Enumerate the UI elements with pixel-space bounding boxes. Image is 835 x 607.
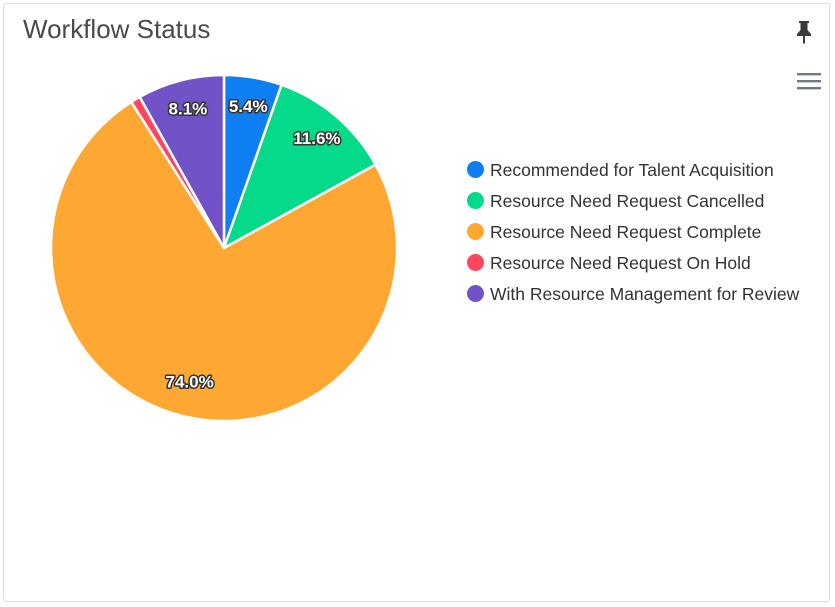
legend-label: Resource Need Request On Hold: [490, 253, 751, 273]
legend-item[interactable]: Resource Need Request Complete: [464, 218, 834, 249]
pie-slice-1[interactable]: [222, 83, 377, 250]
slice-data-label: 8.1%: [169, 100, 208, 119]
legend-label: Resource Need Request Cancelled: [490, 191, 765, 211]
workflow-status-widget: Workflow Status 5.4% 11.6% 74.0% 8.1% Recom…: [3, 3, 830, 602]
legend-marker: [467, 223, 484, 240]
legend-marker: [467, 254, 484, 271]
slice-data-label: 5.4%: [229, 97, 268, 116]
pie-chart: 5.4% 11.6% 74.0% 8.1%: [49, 73, 399, 423]
legend-label: Resource Need Request Complete: [490, 222, 762, 242]
legend-label: With Resource Management for Review: [490, 284, 800, 304]
widget-title: Workflow Status: [23, 14, 211, 44]
legend-label: Recommended for Talent Acquisition: [490, 160, 774, 180]
pin-icon[interactable]: [793, 19, 815, 45]
hamburger-menu-icon[interactable]: [796, 70, 822, 92]
legend-item[interactable]: Resource Need Request Cancelled: [464, 187, 834, 218]
legend-marker: [467, 192, 484, 209]
slice-data-label: 11.6%: [293, 129, 340, 148]
legend-item[interactable]: Resource Need Request On Hold: [464, 249, 834, 280]
slice-data-label: 74.0%: [165, 373, 213, 392]
pie-slice-4[interactable]: [138, 73, 226, 250]
pie-slice-2[interactable]: [49, 100, 399, 423]
chart-legend: Recommended for Talent Acquisition Resour…: [464, 156, 834, 311]
legend-marker: [467, 161, 484, 178]
legend-marker: [467, 285, 484, 302]
legend-item[interactable]: Recommended for Talent Acquisition: [464, 156, 834, 187]
legend-item[interactable]: With Resource Management for Review: [464, 280, 834, 311]
